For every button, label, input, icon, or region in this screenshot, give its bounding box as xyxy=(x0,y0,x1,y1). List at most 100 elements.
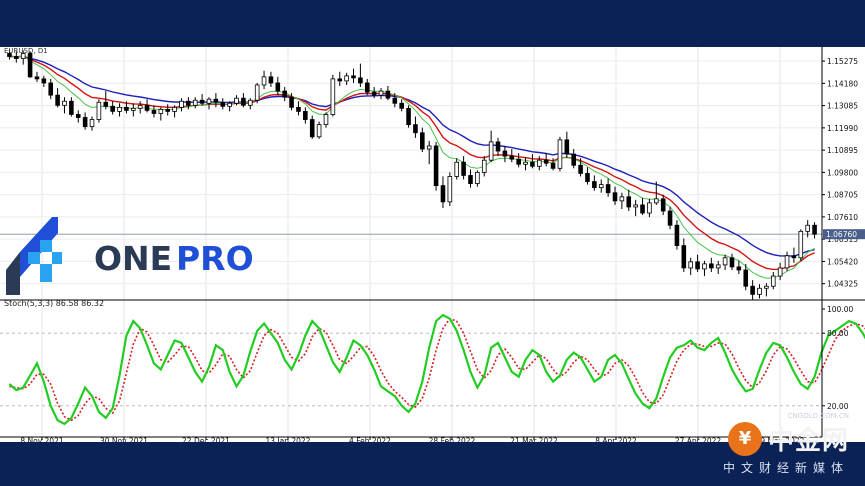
candle-body-up xyxy=(688,261,693,269)
candle-body-down xyxy=(433,145,439,187)
candle xyxy=(447,172,453,206)
candle xyxy=(660,194,666,216)
candle-body-down xyxy=(667,210,673,226)
price-tick-label: 1.04325 xyxy=(827,280,858,289)
candle xyxy=(14,51,19,63)
price-tick-label: 1.09800 xyxy=(827,168,858,177)
candle xyxy=(309,115,315,139)
candle xyxy=(89,116,95,131)
candle-body-up xyxy=(117,106,122,112)
candle xyxy=(764,283,769,297)
candle xyxy=(96,99,102,123)
candle xyxy=(557,136,563,172)
candle xyxy=(777,262,783,281)
candle-body-up xyxy=(227,102,232,107)
candle xyxy=(433,141,439,191)
candle xyxy=(619,192,625,209)
candle-body-down xyxy=(282,90,287,98)
price-chart: 8 Nov 2021 30 Nov 2021 22 Dec 2021 13 Jan 2… xyxy=(0,47,865,442)
stochastic-lines xyxy=(8,313,865,426)
price-tick-label: 1.15275 xyxy=(827,57,858,66)
candle-body-down xyxy=(406,107,411,126)
candle xyxy=(805,220,810,238)
logo-mark-light-bottom xyxy=(40,264,52,282)
candle xyxy=(254,82,260,104)
candle-body-up xyxy=(62,100,67,106)
candle xyxy=(647,198,652,218)
candle-body-down xyxy=(812,224,817,235)
candle xyxy=(364,78,370,96)
candle xyxy=(461,156,466,180)
candle xyxy=(165,104,171,116)
candle xyxy=(316,121,322,139)
candle xyxy=(192,97,198,109)
x-tick-label: 22 Dec 2021 xyxy=(182,437,230,442)
candle xyxy=(550,158,556,171)
candle xyxy=(702,260,707,277)
candle-body-down xyxy=(82,117,88,128)
candle-body-up xyxy=(537,159,542,167)
candle xyxy=(124,101,129,114)
candle xyxy=(144,99,150,113)
candle-body-up xyxy=(454,161,460,177)
candle xyxy=(103,91,109,110)
candle xyxy=(791,247,797,263)
candle-body-up xyxy=(254,84,260,101)
candle xyxy=(206,97,212,110)
candle-body-down xyxy=(213,98,219,103)
candle-body-up xyxy=(158,108,164,114)
stoch-tick-label: 80.00 xyxy=(827,329,849,338)
candle-body-up xyxy=(770,275,776,287)
candle-body-up xyxy=(247,99,253,106)
candle-body-down xyxy=(585,173,590,182)
candle-body-up xyxy=(206,98,212,104)
candle-body-down xyxy=(743,269,749,287)
candle-body-down xyxy=(413,124,418,134)
candle xyxy=(275,76,281,96)
candle-body-down xyxy=(695,261,700,270)
x-tick-label: 21 Mar 2022 xyxy=(510,437,558,442)
candle-body-down xyxy=(289,96,294,108)
candle xyxy=(406,105,411,128)
candle-body-up xyxy=(488,141,494,161)
price-tick-label: 1.08705 xyxy=(827,191,858,200)
candle xyxy=(454,158,460,180)
watermark-coin-icon: ¥ xyxy=(727,421,762,456)
candle xyxy=(722,254,728,270)
candle-body-down xyxy=(199,99,205,104)
candle-body-down xyxy=(612,192,618,202)
candle-body-up xyxy=(330,78,336,115)
candle-body-up xyxy=(715,264,721,269)
candle-body-up xyxy=(757,287,762,295)
candle xyxy=(715,260,721,275)
candle xyxy=(475,170,480,187)
candle-body-up xyxy=(426,145,432,150)
candle xyxy=(640,197,645,216)
candle xyxy=(502,145,508,163)
candle xyxy=(495,137,501,157)
candle xyxy=(227,101,232,112)
candle xyxy=(34,71,40,82)
candle-body-down xyxy=(364,82,370,93)
candle-body-up xyxy=(137,104,143,109)
candle xyxy=(426,140,432,165)
candle-body-down xyxy=(75,114,81,118)
candle xyxy=(729,253,735,270)
ma-mid-line xyxy=(9,55,815,271)
candle xyxy=(289,93,294,111)
candle-body-down xyxy=(420,132,425,150)
candle-body-up xyxy=(131,107,136,111)
candle xyxy=(344,72,349,85)
candle xyxy=(523,157,528,171)
candle-body-down xyxy=(358,77,363,84)
x-tick-label: 8 Apr 2022 xyxy=(595,437,637,442)
axes: 8 Nov 2021 30 Nov 2021 22 Dec 2021 13 Jan 2… xyxy=(0,47,865,442)
candle xyxy=(75,110,81,123)
candle-body-up xyxy=(481,159,487,173)
candle-body-down xyxy=(468,175,473,184)
logo-mark-dark xyxy=(6,252,20,295)
candle xyxy=(440,176,446,208)
candle-body-down xyxy=(186,100,191,106)
candle xyxy=(564,131,570,159)
top-header-band xyxy=(0,0,865,47)
